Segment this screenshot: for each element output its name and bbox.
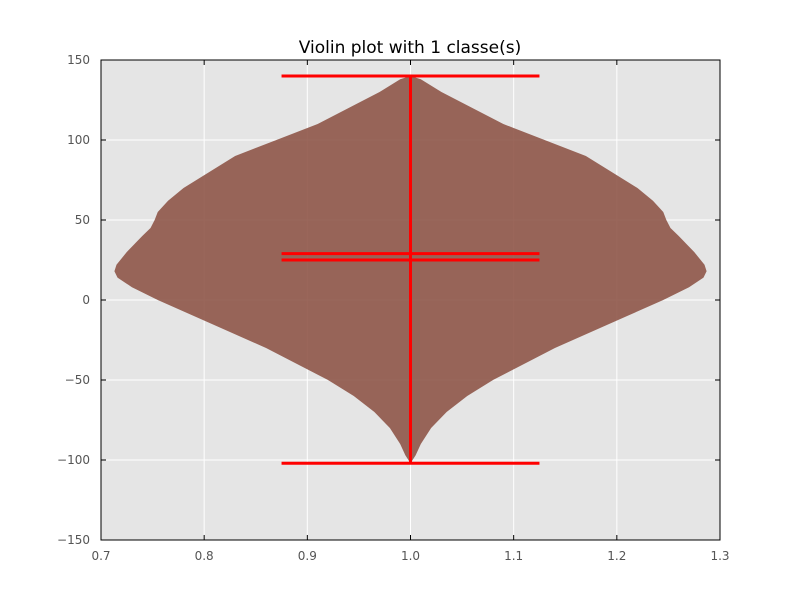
y-tick-label: −100	[57, 453, 90, 467]
chart-title: Violin plot with 1 classe(s)	[299, 38, 521, 58]
x-tick-label: 0.8	[195, 549, 214, 563]
axes: 0.7 0.8 0.9 1.0 1.1 1.2 1.3 150 100 50 0 −50 −100 −15…	[57, 53, 730, 563]
y-tick-label: −50	[65, 373, 90, 387]
y-tick-label: 100	[67, 133, 90, 147]
x-tick-label: 1.1	[504, 549, 523, 563]
x-tick-label: 0.9	[298, 549, 317, 563]
x-tick-label: 1.2	[607, 549, 626, 563]
y-tick-label: 50	[75, 213, 90, 227]
y-tick-label: −150	[57, 533, 90, 547]
violin-group	[114, 74, 707, 465]
y-tick-label: 150	[67, 53, 90, 67]
x-tick-label: 1.3	[710, 549, 729, 563]
y-tick-label: 0	[82, 293, 90, 307]
x-tick-label: 0.7	[91, 549, 110, 563]
x-tick-label: 1.0	[401, 549, 420, 563]
